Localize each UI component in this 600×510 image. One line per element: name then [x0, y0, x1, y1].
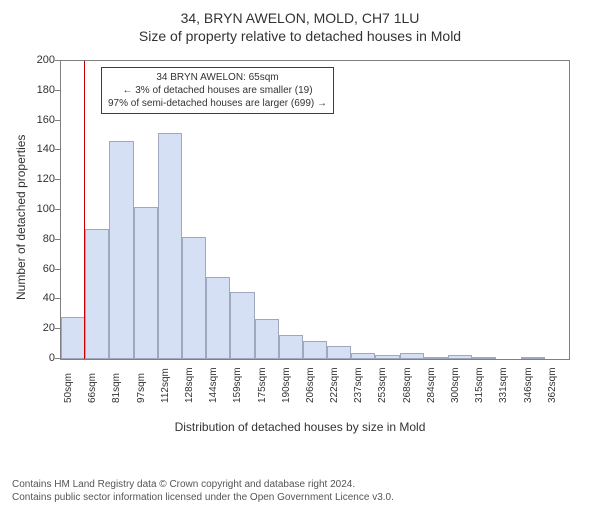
y-tick-mark [55, 209, 60, 210]
x-tick-label: 159sqm [232, 367, 243, 403]
footer-credits: Contains HM Land Registry data © Crown c… [12, 478, 394, 504]
y-tick-label: 100 [25, 203, 55, 215]
y-tick-mark [55, 358, 60, 359]
histogram-bar [230, 292, 254, 359]
x-tick-label: 175sqm [257, 367, 268, 403]
y-tick-label: 200 [25, 54, 55, 66]
histogram-bar [85, 229, 109, 359]
x-tick-label: 144sqm [208, 367, 219, 403]
x-tick-label: 222sqm [329, 367, 340, 403]
histogram-bar [472, 357, 496, 359]
x-tick-label: 237sqm [353, 367, 364, 403]
y-tick-mark [55, 90, 60, 91]
histogram-bar [61, 317, 85, 359]
histogram-bar [375, 355, 399, 359]
x-tick-label: 284sqm [426, 367, 437, 403]
histogram-bar [351, 353, 375, 359]
x-tick-label: 50sqm [63, 373, 74, 403]
x-tick-label: 66sqm [87, 373, 98, 403]
y-tick-label: 0 [25, 352, 55, 364]
annotation-line-1: 34 BRYN AWELON: 65sqm [108, 71, 327, 84]
annotation-box: 34 BRYN AWELON: 65sqm ← 3% of detached h… [101, 67, 334, 114]
x-tick-label: 331sqm [498, 367, 509, 403]
histogram-bar [424, 357, 448, 359]
histogram-bar [327, 346, 351, 359]
y-tick-label: 120 [25, 173, 55, 185]
x-tick-label: 268sqm [402, 367, 413, 403]
x-tick-label: 253sqm [377, 367, 388, 403]
histogram-bar [255, 319, 279, 359]
histogram-bar [206, 277, 230, 359]
histogram-bar [182, 237, 206, 359]
chart-container: Number of detached properties 34 BRYN AW… [0, 50, 600, 450]
y-tick-label: 20 [25, 322, 55, 334]
footer-line-1: Contains HM Land Registry data © Crown c… [12, 478, 394, 491]
y-tick-mark [55, 298, 60, 299]
histogram-bar [400, 353, 424, 359]
y-tick-label: 80 [25, 233, 55, 245]
page-subtitle: Size of property relative to detached ho… [0, 28, 600, 44]
x-tick-label: 315sqm [474, 367, 485, 403]
footer-line-2: Contains public sector information licen… [12, 491, 394, 504]
y-axis-label: Number of detached properties [14, 135, 28, 300]
y-tick-label: 180 [25, 84, 55, 96]
x-tick-label: 300sqm [450, 367, 461, 403]
y-tick-label: 160 [25, 114, 55, 126]
histogram-bar [303, 341, 327, 359]
x-tick-label: 81sqm [111, 373, 122, 403]
x-tick-label: 112sqm [160, 368, 171, 403]
x-tick-label: 346sqm [523, 367, 534, 403]
y-tick-mark [55, 120, 60, 121]
plot-area: 34 BRYN AWELON: 65sqm ← 3% of detached h… [60, 60, 570, 360]
x-tick-label: 97sqm [136, 373, 147, 403]
marker-line [84, 61, 85, 359]
y-tick-label: 40 [25, 292, 55, 304]
annotation-line-3: 97% of semi-detached houses are larger (… [108, 97, 327, 110]
y-tick-mark [55, 239, 60, 240]
x-axis-label: Distribution of detached houses by size … [0, 420, 600, 434]
x-tick-label: 206sqm [305, 367, 316, 403]
x-tick-label: 362sqm [547, 367, 558, 403]
histogram-bar [448, 355, 472, 359]
x-tick-label: 128sqm [184, 367, 195, 403]
x-tick-label: 190sqm [281, 367, 292, 403]
y-tick-mark [55, 60, 60, 61]
histogram-bar [279, 335, 303, 359]
histogram-bar [109, 141, 133, 359]
y-tick-label: 140 [25, 143, 55, 155]
page-title: 34, BRYN AWELON, MOLD, CH7 1LU [0, 10, 600, 26]
y-tick-mark [55, 328, 60, 329]
annotation-line-2: ← 3% of detached houses are smaller (19) [108, 84, 327, 97]
y-tick-label: 60 [25, 263, 55, 275]
y-tick-mark [55, 269, 60, 270]
histogram-bar [134, 207, 158, 359]
y-tick-mark [55, 149, 60, 150]
histogram-bar [521, 357, 545, 359]
histogram-bar [158, 133, 182, 359]
y-tick-mark [55, 179, 60, 180]
